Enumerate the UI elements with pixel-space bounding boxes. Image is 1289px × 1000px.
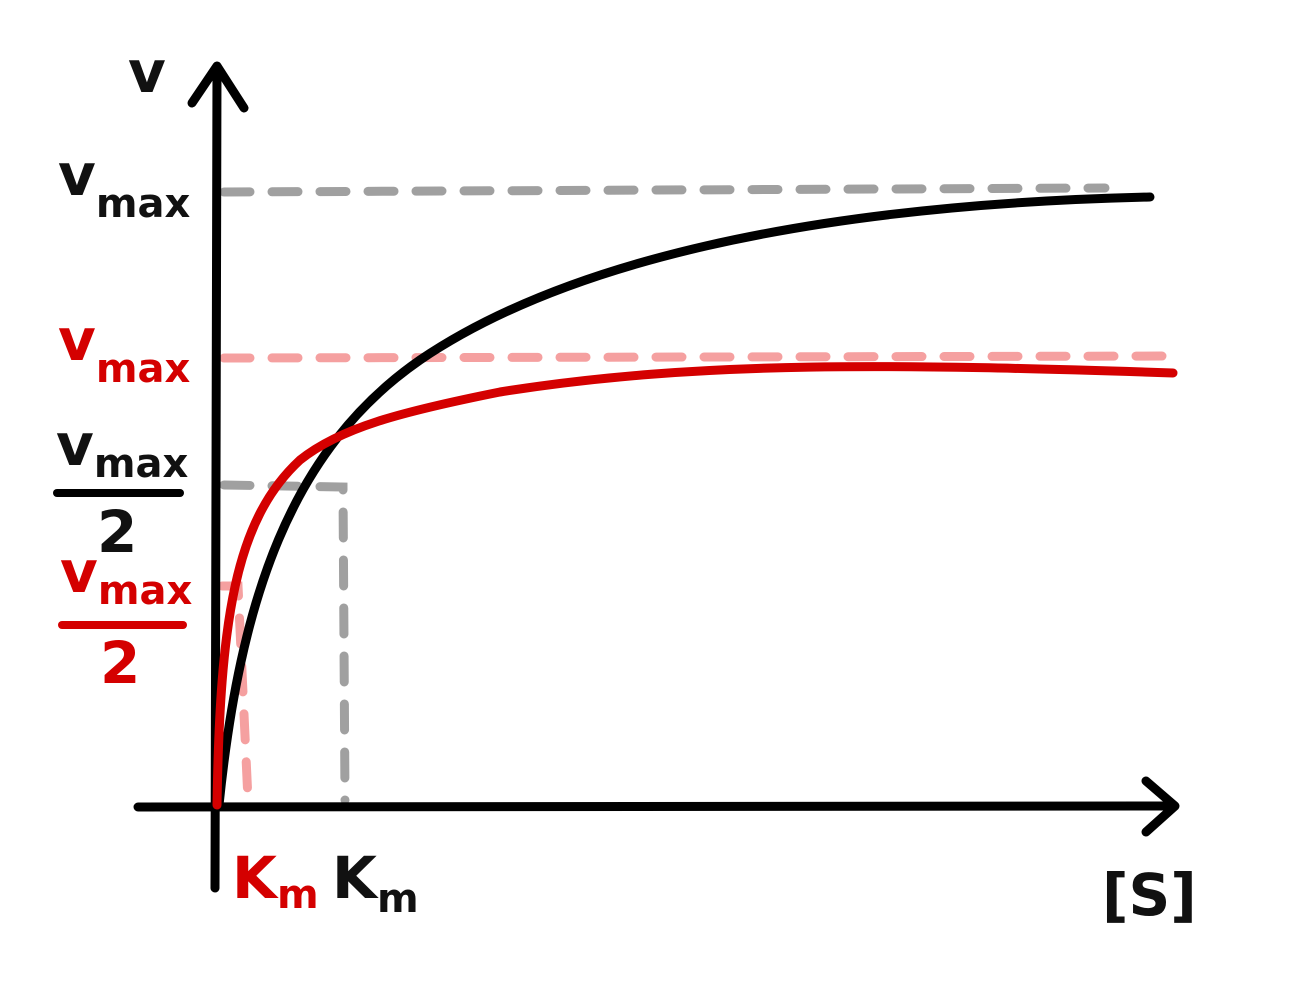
label-sub: max: [94, 441, 189, 487]
black-curve: [214, 192, 1155, 810]
vmax-black-label: vmax: [58, 141, 190, 227]
red-curve: [212, 362, 1178, 810]
half-red-denominator: 2: [100, 629, 140, 697]
label-sub: m: [277, 872, 319, 918]
label-main: v: [58, 306, 96, 374]
half-red-numerator: vmax: [60, 538, 192, 614]
label-main: v: [56, 411, 94, 479]
label-main: v: [58, 141, 96, 209]
vmax-red-label: vmax: [58, 306, 190, 392]
km-black-guide: [219, 480, 350, 805]
label-main: K: [232, 844, 279, 912]
y-axis-label: v: [128, 38, 166, 106]
label-sub: max: [96, 346, 191, 392]
label-main: K: [332, 844, 379, 912]
x-arrow: [1141, 776, 1180, 837]
half-black-numerator: vmax: [56, 411, 188, 487]
vmax-black-guide: [219, 183, 1110, 197]
guides: [217, 183, 1185, 805]
vmax-red-guide: [219, 351, 1185, 363]
label-main: v: [60, 538, 98, 606]
label-sub: max: [96, 181, 191, 227]
km-red-label: Km: [232, 844, 319, 918]
label-sub: m: [377, 876, 419, 922]
y-arrow: [187, 61, 249, 113]
x-axis: [133, 801, 1177, 812]
km-black-label: Km: [332, 844, 419, 922]
label-sub: max: [98, 568, 193, 614]
half-black-denominator: 2: [97, 498, 137, 566]
x-axis-label: [S]: [1102, 861, 1197, 929]
